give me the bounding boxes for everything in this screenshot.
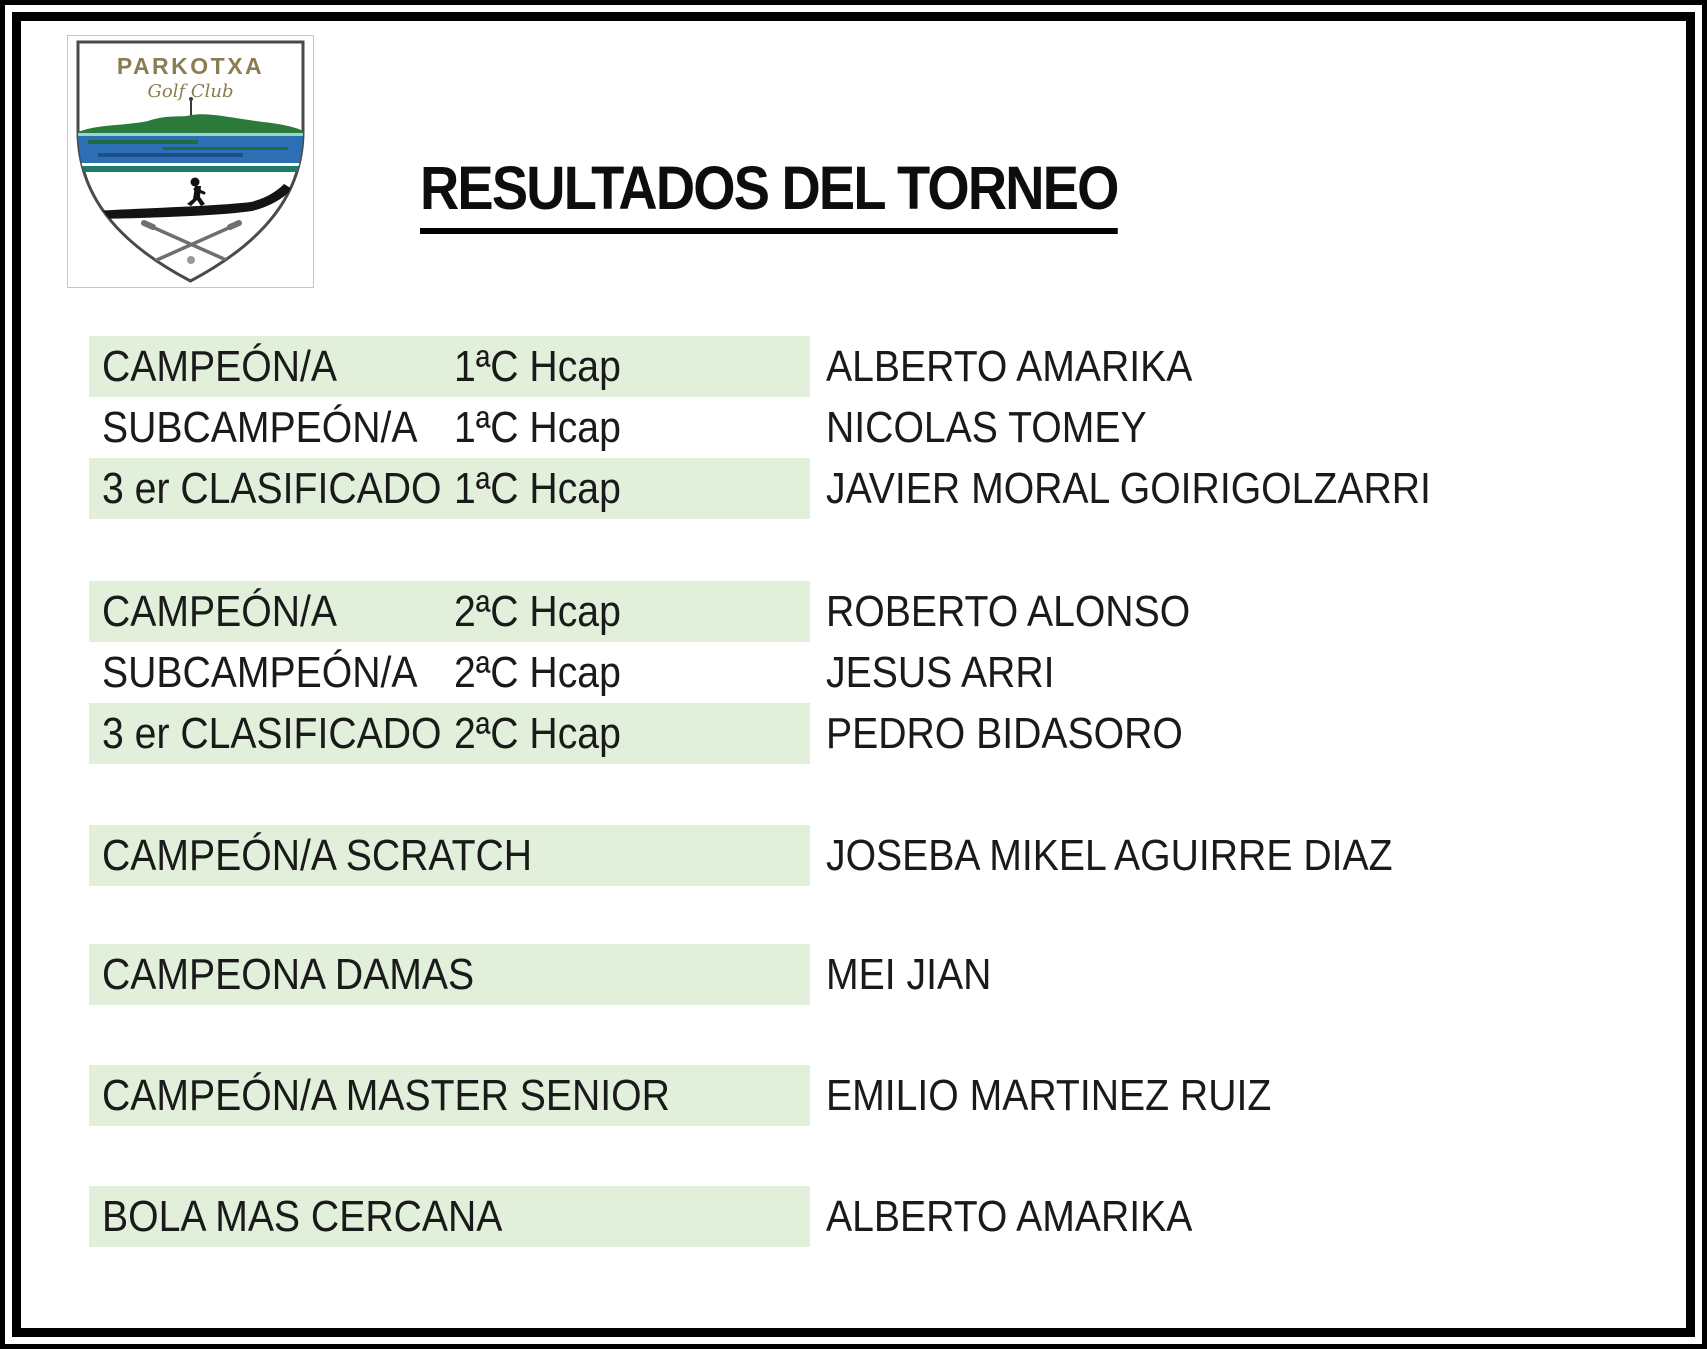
division-label: 1ªC Hcap xyxy=(454,402,621,452)
award-label: CAMPEONA DAMAS xyxy=(102,949,475,999)
winner-name: JESUS ARRI xyxy=(826,647,1055,697)
result-row: SUBCAMPEÓN/A 2ªC Hcap JESUS ARRI xyxy=(89,642,1649,703)
division-label: 1ªC Hcap xyxy=(454,341,621,391)
winner-name: ALBERTO AMARIKA xyxy=(826,341,1193,391)
category-cell: SUBCAMPEÓN/A 1ªC Hcap xyxy=(89,397,810,458)
category-cell: BOLA MAS CERCANA xyxy=(89,1186,810,1247)
winner-name: MEI JIAN xyxy=(826,949,992,999)
result-row: 3 er CLASIFICADO 2ªC Hcap PEDRO BIDASORO xyxy=(89,703,1649,764)
category-cell: CAMPEÓN/A SCRATCH xyxy=(89,825,810,886)
award-label: SUBCAMPEÓN/A xyxy=(102,647,418,697)
winner-name: ROBERTO ALONSO xyxy=(826,586,1191,636)
category-cell: CAMPEÓN/A 2ªC Hcap xyxy=(89,581,810,642)
category-cell: 3 er CLASIFICADO 2ªC Hcap xyxy=(89,703,810,764)
award-label: CAMPEÓN/A SCRATCH xyxy=(102,830,533,880)
winner-name: ALBERTO AMARIKA xyxy=(826,1191,1193,1241)
award-label: CAMPEÓN/A xyxy=(102,586,338,636)
club-name: PARKOTXA xyxy=(117,53,264,79)
category-cell: 3 er CLASIFICADO 1ªC Hcap xyxy=(89,458,810,519)
category-cell: CAMPEÓN/A 1ªC Hcap xyxy=(89,336,810,397)
award-label: CAMPEÓN/A MASTER SENIOR xyxy=(102,1070,670,1120)
division-label: 1ªC Hcap xyxy=(454,463,621,513)
award-label: 3 er CLASIFICADO xyxy=(102,708,442,758)
crossed-clubs-icon xyxy=(141,220,242,265)
award-label: 3 er CLASIFICADO xyxy=(102,463,442,513)
winner-name: JAVIER MORAL GOIRIGOLZARRI xyxy=(826,463,1431,513)
category-cell: SUBCAMPEÓN/A 2ªC Hcap xyxy=(89,642,810,703)
club-subtitle: Golf Club xyxy=(147,81,233,102)
club-crest-icon: PARKOTXA Golf Club xyxy=(76,40,305,283)
division-label: 2ªC Hcap xyxy=(454,647,621,697)
winner-name: PEDRO BIDASORO xyxy=(826,708,1183,758)
club-logo: PARKOTXA Golf Club xyxy=(67,35,314,288)
award-label: BOLA MAS CERCANA xyxy=(102,1191,503,1241)
winner-name: NICOLAS TOMEY xyxy=(826,402,1147,452)
winner-name: EMILIO MARTINEZ RUIZ xyxy=(826,1070,1272,1120)
result-row: CAMPEONA DAMAS MEI JIAN xyxy=(89,944,1649,1005)
result-row: CAMPEÓN/A 1ªC Hcap ALBERTO AMARIKA xyxy=(89,336,1649,397)
category-cell: CAMPEÓN/A MASTER SENIOR xyxy=(89,1065,810,1126)
category-cell: CAMPEONA DAMAS xyxy=(89,944,810,1005)
page-title: RESULTADOS DEL TORNEO xyxy=(420,153,1204,234)
result-row: BOLA MAS CERCANA ALBERTO AMARIKA xyxy=(89,1186,1649,1247)
winner-name: JOSEBA MIKEL AGUIRRE DIAZ xyxy=(826,830,1393,880)
result-row: CAMPEÓN/A SCRATCH JOSEBA MIKEL AGUIRRE D… xyxy=(89,825,1649,886)
result-row: SUBCAMPEÓN/A 1ªC Hcap NICOLAS TOMEY xyxy=(89,397,1649,458)
division-label: 2ªC Hcap xyxy=(454,708,621,758)
award-label: CAMPEÓN/A xyxy=(102,341,338,391)
result-row: 3 er CLASIFICADO 1ªC Hcap JAVIER MORAL G… xyxy=(89,458,1649,519)
result-row: CAMPEÓN/A MASTER SENIOR EMILIO MARTINEZ … xyxy=(89,1065,1649,1126)
division-label: 2ªC Hcap xyxy=(454,586,621,636)
award-label: SUBCAMPEÓN/A xyxy=(102,402,418,452)
result-row: CAMPEÓN/A 2ªC Hcap ROBERTO ALONSO xyxy=(89,581,1649,642)
